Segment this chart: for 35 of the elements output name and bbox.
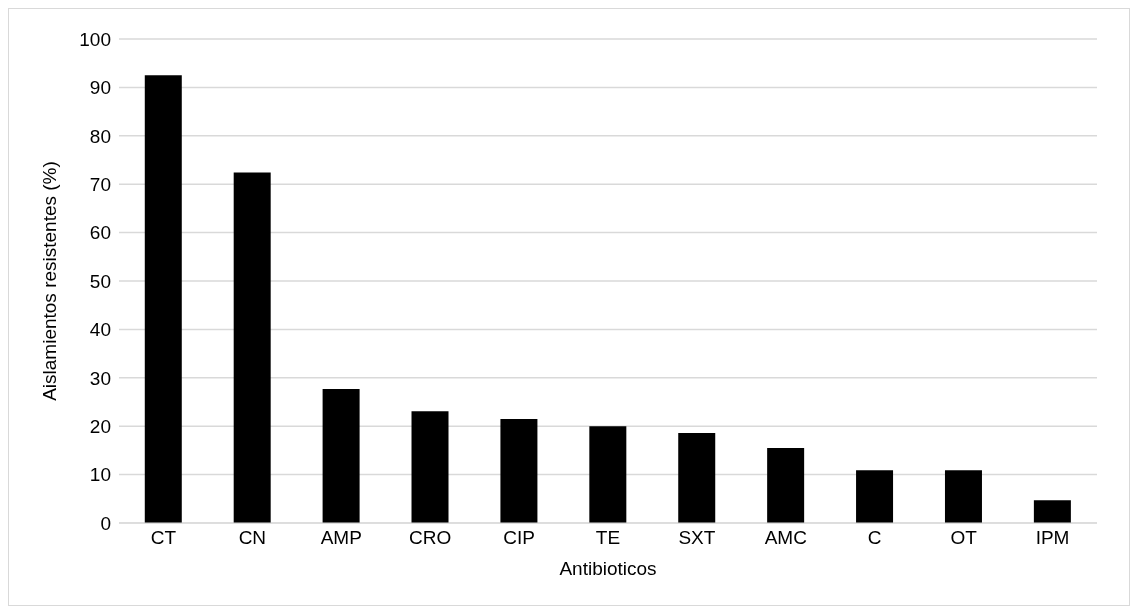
y-tick-label: 60	[89, 222, 111, 244]
y-tick-label: 0	[100, 512, 111, 534]
y-tick-label: 10	[89, 464, 111, 486]
bar	[411, 411, 449, 523]
y-tick-label: 90	[89, 77, 111, 99]
bar	[856, 470, 894, 523]
bar	[322, 388, 360, 523]
y-tick-label: 40	[89, 319, 111, 341]
x-tick-label: OT	[950, 527, 978, 549]
x-tick-label: TE	[595, 527, 621, 549]
y-tick-label: 70	[89, 173, 111, 195]
x-tick-label: CRO	[409, 527, 452, 549]
bar	[678, 432, 716, 523]
y-tick-label: 50	[89, 270, 111, 292]
x-tick-label: CT	[150, 527, 177, 549]
bar	[944, 470, 982, 523]
bar	[233, 172, 271, 523]
y-tick-label: 100	[79, 28, 111, 50]
bar	[767, 447, 805, 523]
bar	[144, 75, 182, 523]
bar	[589, 426, 627, 523]
x-axis-title: Antibioticos	[559, 558, 657, 579]
y-tick-label: 30	[89, 367, 111, 389]
bar	[500, 418, 538, 523]
bar	[1033, 500, 1071, 523]
x-tick-label: SXT	[678, 527, 716, 549]
x-tick-label: C	[867, 527, 882, 549]
y-tick-label: 80	[89, 125, 111, 147]
x-tick-label: AMP	[320, 527, 362, 549]
x-tick-label: CN	[238, 527, 267, 549]
y-tick-label: 20	[89, 415, 111, 437]
x-tick-label: CIP	[503, 527, 535, 549]
y-axis-title: Aislamientos resistentes (%)	[38, 161, 60, 401]
x-tick-label: AMC	[764, 527, 807, 549]
x-tick-label: IPM	[1035, 527, 1070, 549]
